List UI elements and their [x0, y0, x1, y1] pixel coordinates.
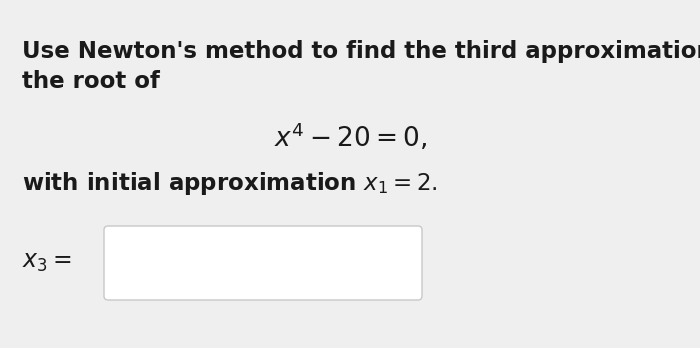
- Text: Use Newton's method to find the third approximation to: Use Newton's method to find the third ap…: [22, 40, 700, 63]
- FancyBboxPatch shape: [104, 226, 422, 300]
- Text: with initial approximation $x_1 = 2.$: with initial approximation $x_1 = 2.$: [22, 170, 437, 197]
- Text: the root of: the root of: [22, 70, 160, 93]
- Text: $x_3 =$: $x_3 =$: [22, 252, 71, 275]
- Text: $x^4 - 20 = 0,$: $x^4 - 20 = 0,$: [274, 120, 426, 151]
